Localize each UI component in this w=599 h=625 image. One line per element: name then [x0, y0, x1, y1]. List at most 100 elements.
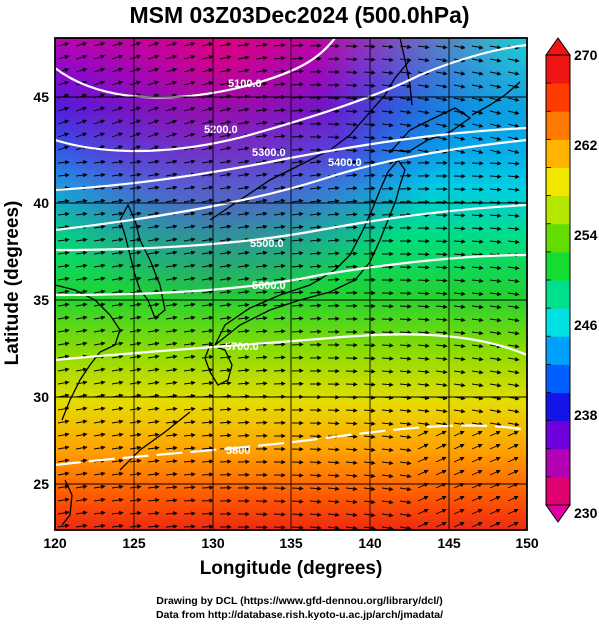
wind-arrow — [399, 486, 412, 492]
wind-arrow — [57, 445, 70, 450]
wind-arrow — [471, 45, 484, 50]
wind-arrow — [237, 289, 250, 295]
wind-arrow — [147, 80, 160, 86]
wind-arrow — [93, 106, 106, 112]
wind-arrow — [399, 44, 412, 50]
wind-arrow — [435, 57, 448, 63]
wind-arrow — [381, 486, 394, 492]
wind-arrow — [399, 460, 412, 466]
wind-arrow — [417, 44, 430, 50]
wind-arrow — [417, 469, 429, 476]
contour-label-5100: 5100.0 — [228, 78, 262, 90]
wind-arrow — [435, 343, 448, 349]
wind-arrow — [291, 121, 304, 126]
wind-arrow — [183, 119, 196, 125]
wind-arrow — [75, 276, 88, 282]
wind-arrow — [363, 199, 376, 204]
wind-arrow — [219, 211, 232, 216]
wind-arrow — [75, 172, 88, 178]
wind-arrow — [435, 469, 447, 476]
wind-arrow — [147, 328, 160, 333]
wind-arrow — [183, 511, 196, 516]
wind-arrow — [165, 419, 178, 425]
wind-arrow — [273, 355, 286, 360]
wind-arrow — [183, 380, 196, 386]
wind-arrow — [57, 263, 70, 269]
wind-arrow — [489, 110, 502, 115]
wind-arrow — [309, 460, 322, 465]
contour-5300 — [55, 126, 527, 192]
wind-arrow — [219, 159, 232, 164]
wind-arrow — [327, 486, 340, 491]
wind-arrow — [399, 473, 412, 479]
wind-arrow — [165, 458, 178, 464]
wind-arrow — [435, 84, 448, 89]
wind-arrow — [489, 330, 502, 336]
wind-arrow — [129, 380, 142, 385]
colorbar-segments — [546, 55, 570, 506]
wind-arrow — [435, 239, 448, 244]
x-tick-140: 140 — [358, 535, 382, 551]
wind-arrow — [57, 484, 70, 489]
wind-arrow — [381, 343, 394, 348]
wind-arrow — [453, 317, 466, 323]
wind-arrow — [453, 291, 466, 296]
wind-arrow — [453, 356, 466, 362]
wind-arrow — [201, 341, 214, 347]
wind-arrow — [417, 369, 430, 375]
wind-arrow — [471, 369, 484, 375]
wind-arrow — [147, 54, 160, 60]
wind-arrow — [147, 132, 160, 138]
wind-arrow — [273, 525, 286, 530]
wind-arrow — [327, 473, 340, 478]
wind-arrow — [147, 237, 160, 242]
wind-arrow — [345, 186, 358, 191]
x-tick-135: 135 — [279, 535, 303, 551]
x-tick-130: 130 — [201, 535, 225, 551]
wind-arrow — [255, 146, 268, 152]
wind-arrow — [399, 304, 412, 309]
wind-arrow — [273, 250, 286, 256]
wind-arrow — [273, 121, 286, 126]
wind-arrow — [471, 521, 483, 528]
wind-arrow — [363, 70, 376, 75]
wind-arrow — [453, 495, 465, 502]
wind-arrow — [201, 459, 214, 464]
wind-arrow — [201, 185, 214, 190]
wind-arrow — [399, 57, 412, 63]
wind-arrow — [435, 443, 447, 450]
wind-arrow — [453, 408, 466, 414]
wind-arrow — [201, 211, 214, 216]
wind-arrow — [165, 276, 178, 281]
wind-arrow — [255, 81, 268, 87]
wind-arrow — [471, 291, 484, 297]
wind-arrow — [381, 408, 394, 413]
wind-arrow — [93, 224, 106, 230]
wind-arrow — [201, 315, 214, 321]
wind-arrow — [345, 251, 358, 256]
x-tick-145: 145 — [437, 535, 461, 551]
wind-arrow — [327, 447, 340, 452]
wind-arrow — [219, 276, 232, 282]
wind-arrow — [111, 211, 124, 217]
wind-arrow — [111, 159, 124, 165]
coastline-korea — [119, 203, 166, 320]
wind-arrow — [111, 119, 124, 125]
wind-arrow — [417, 149, 430, 154]
wind-arrow — [57, 173, 70, 178]
wind-arrow — [363, 225, 376, 230]
wind-arrow — [273, 81, 286, 87]
wind-arrow — [273, 276, 286, 282]
wind-arrow — [507, 213, 520, 219]
wind-arrow — [57, 471, 70, 476]
wind-arrow — [201, 263, 214, 269]
colorbar-tick-230: 230 — [574, 505, 598, 521]
wind-arrow — [327, 238, 340, 243]
wind-arrow — [471, 408, 484, 414]
wind-arrow — [471, 508, 483, 515]
wind-arrow — [57, 432, 70, 437]
wind-arrow — [273, 316, 286, 321]
wind-arrow — [489, 265, 502, 271]
wind-arrow — [165, 41, 178, 47]
wind-arrow — [183, 276, 196, 281]
